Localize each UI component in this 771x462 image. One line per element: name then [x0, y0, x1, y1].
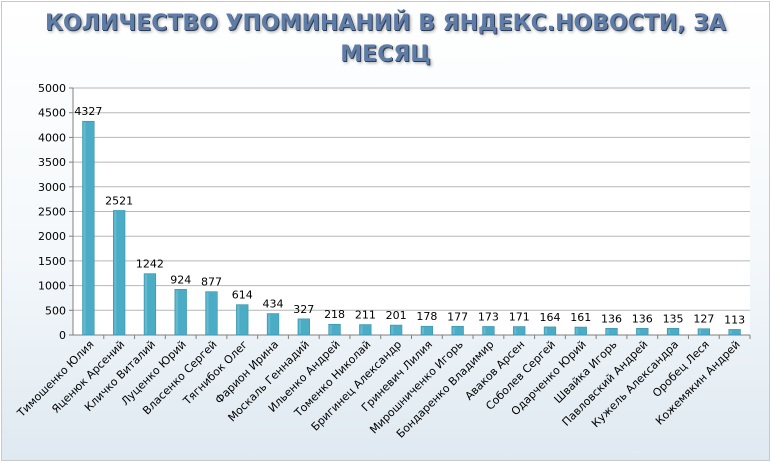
- y-tick-label: 1000: [38, 280, 66, 293]
- gridlines: [73, 87, 750, 336]
- bar: [605, 327, 618, 336]
- data-label: 161: [570, 311, 591, 324]
- data-label: 113: [724, 313, 745, 326]
- bar-highlight: [452, 327, 455, 334]
- bar-highlight: [329, 325, 332, 334]
- data-label: 877: [201, 276, 222, 289]
- bar: [389, 324, 403, 336]
- y-tick-label: 3500: [38, 156, 66, 169]
- bar-highlight: [698, 329, 701, 334]
- data-label: 434: [263, 298, 284, 311]
- bar: [728, 329, 741, 336]
- bar-highlight: [114, 211, 117, 334]
- data-label: 2521: [105, 194, 133, 207]
- y-tick-label: 3000: [38, 181, 66, 194]
- chart-title: КОЛИЧЕСТВО УПОМИНАНИЙ В ЯНДЕКС.НОВОСТИ, …: [0, 8, 771, 70]
- y-tick-label: 500: [45, 304, 66, 317]
- bar: [574, 326, 587, 336]
- chart-title-line-1: КОЛИЧЕСТВО УПОМИНАНИЙ В ЯНДЕКС.НОВОСТИ, …: [45, 11, 726, 36]
- bar: [666, 328, 680, 336]
- data-label: 135: [663, 312, 684, 325]
- data-label: 614: [232, 289, 253, 302]
- bar: [513, 326, 526, 336]
- data-label: 127: [693, 313, 714, 326]
- bar: [697, 328, 710, 336]
- y-tick-label: 2000: [38, 230, 66, 243]
- data-label: 178: [416, 310, 437, 323]
- data-label: 218: [324, 308, 345, 321]
- data-label: 173: [478, 310, 499, 323]
- bar-highlight: [514, 327, 517, 334]
- bar-highlight: [575, 328, 578, 334]
- bar-highlight: [391, 326, 394, 334]
- y-tick-label: 5000: [38, 82, 66, 95]
- bar-highlight: [422, 327, 425, 334]
- data-label: 201: [386, 309, 407, 322]
- bar: [266, 313, 280, 336]
- bar-highlight: [145, 274, 148, 334]
- bar: [113, 210, 126, 336]
- data-label: 164: [539, 311, 560, 324]
- y-tick-label: 2500: [38, 206, 66, 219]
- bar: [451, 325, 464, 336]
- bar-highlight: [545, 327, 548, 334]
- chart-title-line-2: МЕСЯЦ: [340, 42, 431, 67]
- bar: [420, 325, 434, 336]
- bar-highlight: [268, 314, 271, 334]
- y-tick-label: 4500: [38, 107, 66, 120]
- bar-highlight: [83, 122, 86, 334]
- y-tick-label: 1500: [38, 255, 66, 268]
- bar: [482, 326, 495, 336]
- bar: [636, 327, 649, 336]
- data-label: 1242: [136, 258, 164, 271]
- bar-highlight: [206, 292, 209, 334]
- bar-highlight: [298, 319, 301, 334]
- bar-highlight: [729, 330, 732, 334]
- bar-highlight: [175, 290, 178, 334]
- data-label: 177: [447, 310, 468, 323]
- bar: [297, 318, 310, 336]
- bar: [328, 323, 341, 336]
- bar-highlight: [606, 329, 609, 334]
- data-label: 171: [509, 311, 530, 324]
- bar: [143, 273, 157, 336]
- bar: [359, 324, 372, 336]
- bar: [236, 304, 249, 336]
- y-tick-label: 0: [59, 329, 66, 342]
- data-label: 136: [601, 312, 622, 325]
- data-label: 924: [170, 273, 191, 286]
- bar-highlight: [637, 329, 640, 334]
- bar-highlight: [237, 305, 240, 334]
- bar: [82, 120, 95, 336]
- y-tick-label: 4000: [38, 131, 66, 144]
- data-labels: 4327 2521 1242 924 877 614 434 327 218 211 201 178 1…: [74, 105, 745, 326]
- data-label: 136: [632, 312, 653, 325]
- data-label: 211: [355, 309, 376, 322]
- bars: [82, 120, 741, 336]
- bar-highlight: [668, 329, 671, 334]
- bar-highlight: [483, 327, 486, 334]
- bar: [205, 291, 218, 336]
- bar: [174, 289, 187, 336]
- data-label: 4327: [74, 105, 102, 118]
- bar: [543, 326, 557, 336]
- data-label: 327: [293, 303, 314, 316]
- bar-highlight: [360, 325, 363, 334]
